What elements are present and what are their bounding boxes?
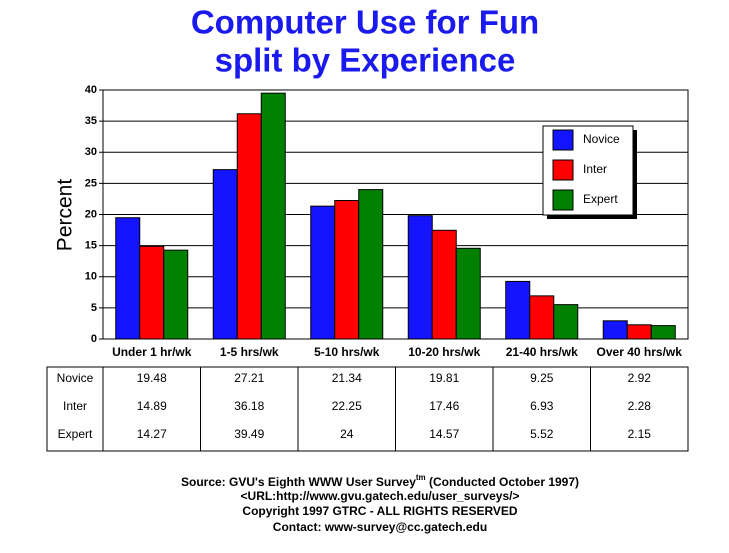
y-tick-label: 0 [91, 333, 97, 345]
source-text: Source: GVU's Eighth WWW User Survey [181, 475, 416, 489]
y-tick-label: 25 [85, 177, 97, 189]
y-tick-label: 30 [85, 146, 97, 158]
y-tick-label: 15 [85, 240, 97, 252]
table-cell: 36.18 [234, 399, 264, 413]
x-tick-label: 5-10 hrs/wk [314, 345, 380, 359]
bar [115, 217, 141, 340]
bar [602, 320, 628, 340]
source-mark: tm [416, 473, 426, 482]
legend-swatch [552, 189, 574, 211]
table-cell: 24 [340, 427, 354, 441]
bar [260, 92, 286, 340]
table-cell: 39.49 [234, 427, 264, 441]
table-cell: 17.46 [429, 399, 459, 413]
bar [431, 229, 457, 340]
x-tick-label: 1-5 hrs/wk [220, 345, 279, 359]
table-row-label: Expert [58, 427, 93, 441]
chart-title: Computer Use for Fun [191, 4, 539, 41]
table-cell: 27.21 [234, 371, 264, 385]
table-cell: 2.92 [628, 371, 652, 385]
table-cell: 14.57 [429, 427, 459, 441]
x-tick-label: Under 1 hr/wk [112, 345, 192, 359]
legend-label: Expert [583, 192, 618, 206]
y-tick-label: 5 [91, 302, 97, 314]
bar [626, 324, 652, 340]
x-tick-label: 21-40 hrs/wk [506, 345, 578, 359]
y-tick-label: 35 [85, 115, 97, 127]
bar [310, 205, 336, 340]
bar [505, 280, 531, 340]
legend-swatch [552, 129, 574, 151]
y-tick-label: 10 [85, 271, 97, 283]
table-cell: 19.81 [429, 371, 459, 385]
table-cell: 14.89 [137, 399, 167, 413]
bar [553, 304, 579, 340]
table-cell: 19.48 [137, 371, 167, 385]
table-cell: 14.27 [137, 427, 167, 441]
data-table [46, 366, 689, 452]
bar [163, 249, 189, 340]
x-tick-label: Over 40 hrs/wk [597, 345, 683, 359]
table-cell: 9.25 [530, 371, 554, 385]
table-row-label: Novice [57, 371, 94, 385]
bar [529, 295, 555, 340]
bar [650, 325, 676, 340]
table-cell: 2.28 [628, 399, 652, 413]
y-tick-label: 20 [85, 208, 97, 220]
y-tick-label: 40 [85, 84, 97, 96]
table-cell: 6.93 [530, 399, 554, 413]
table-cell: 2.15 [628, 427, 652, 441]
bar [407, 215, 433, 340]
legend-label: Novice [583, 132, 620, 146]
bar [139, 245, 165, 340]
bar [358, 189, 384, 340]
bar [212, 169, 238, 340]
legend-swatch [552, 159, 574, 181]
chart-title: split by Experience [215, 42, 516, 79]
bar [455, 247, 481, 340]
bar [334, 199, 360, 340]
source-text: (Conducted October 1997) [426, 475, 579, 489]
table-cell: 22.25 [332, 399, 362, 413]
footer: <URL:http://www.gvu.gatech.edu/user_surv… [241, 489, 520, 503]
footer: Copyright 1997 GTRC - ALL RIGHTS RESERVE… [242, 504, 517, 518]
legend-label: Inter [583, 162, 607, 176]
table-row-label: Inter [63, 399, 87, 413]
table-cell: 5.52 [530, 427, 554, 441]
y-axis-label: Percent [54, 179, 77, 252]
table-cell: 21.34 [332, 371, 362, 385]
source: Source: GVU's Eighth WWW User Surveytm (… [181, 473, 579, 489]
bar [236, 113, 262, 340]
footer: Contact: www-survey@cc.gatech.edu [273, 520, 487, 534]
x-tick-label: 10-20 hrs/wk [408, 345, 480, 359]
